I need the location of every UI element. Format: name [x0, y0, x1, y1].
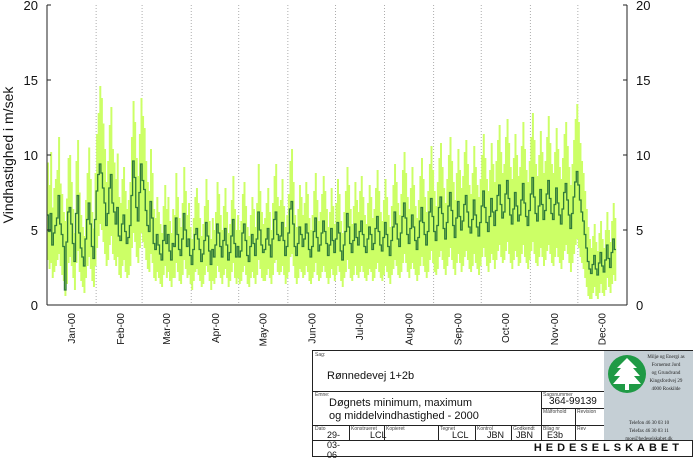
- project-name: Rønnedevej 1+2b: [327, 370, 414, 382]
- y-axis-label: Vindhastighed i m/sek: [0, 86, 16, 224]
- month-tick-label: Apr-00: [211, 313, 222, 343]
- subject-line-1: Døgnets minimum, maximum: [329, 397, 472, 409]
- y-tick-label-left: 15: [24, 73, 38, 88]
- address-line: 4000 Roskilde: [651, 387, 680, 392]
- address-line: Telefax 46 30 03 11: [629, 429, 669, 434]
- month-tick-label: May-00: [259, 313, 270, 347]
- y-tick-label-left: 20: [24, 0, 38, 13]
- emne-cell: Emne: Døgnets minimum, maximum og middel…: [313, 391, 541, 425]
- address-line: og Grundvand: [652, 371, 681, 376]
- wind-speed-chart: Jan-00 Feb-00 Mar-00 Apr-00 May-00 Jun-00 Jul-…: [0, 0, 695, 350]
- month-tick-label: Aug-00: [404, 313, 415, 346]
- revision-label: Revision: [577, 409, 596, 415]
- hedeselskabet-logo-icon: [607, 354, 647, 394]
- address-line: Miljø og Energi as: [647, 355, 684, 360]
- godkendt-value: JBN: [516, 430, 533, 440]
- revision-cell: Revision: [575, 408, 604, 425]
- month-tick-label: Nov-00: [550, 313, 561, 346]
- kontrol-value: JBN: [487, 430, 504, 440]
- address-line: Telefon 46 30 03 10: [629, 421, 669, 426]
- month-tick-label: Mar-00: [162, 313, 173, 345]
- address-line: Fornemst Jord: [652, 363, 681, 368]
- y-tick-label-left: 5: [31, 223, 38, 238]
- drawing-title-block: Sag: Rønnedevej 1+2b Emne: Døgnets minim…: [312, 350, 693, 457]
- sag-label: Sag:: [315, 352, 325, 358]
- konstrueret-cell: Konstrueret LCL: [349, 425, 384, 440]
- maalforhold-label: Målforhold: [543, 409, 566, 415]
- y-tick-label-right: 0: [636, 298, 643, 313]
- rev-cell: Rev: [575, 425, 604, 440]
- sagsnummer-cell: Sagsnummer 364-99139: [541, 391, 604, 408]
- kontrol-cell: Kontrol JBN: [475, 425, 511, 440]
- date-cell: Dato 29-03-06: [313, 425, 349, 440]
- kopieret-cell: Kopieret: [384, 425, 438, 440]
- bilag-cell: Bilag nr E3b: [541, 425, 575, 440]
- month-tick-label: Oct-00: [501, 313, 512, 343]
- maalforhold-cell: Målforhold: [541, 408, 575, 425]
- kopieret-label: Kopieret: [386, 426, 405, 432]
- godkendt-cell: Godkendt JBN: [511, 425, 541, 440]
- month-tick-label: Dec-00: [598, 313, 609, 346]
- sag-cell: Sag: Rønnedevej 1+2b: [313, 351, 604, 391]
- month-tick-label: Jun-00: [308, 313, 319, 344]
- month-tick-label: Jul-00: [355, 313, 366, 341]
- tegnet-cell: Tegnet LCL: [438, 425, 475, 440]
- bilag-value: E3b: [547, 430, 563, 440]
- month-tick-label: Jan-00: [67, 313, 78, 344]
- address-line: Kingsfordvej 29: [650, 379, 683, 384]
- subject-line-2: og middelvindhastighed - 2000: [329, 410, 479, 422]
- y-tick-label-left: 0: [31, 298, 38, 313]
- month-tick-label: Sep-00: [453, 313, 464, 346]
- rev-label: Rev: [577, 426, 586, 432]
- month-tick-label: Feb-00: [116, 313, 127, 345]
- y-tick-label-right: 15: [636, 73, 650, 88]
- tegnet-value: LCL: [452, 430, 469, 440]
- company-name: HEDESELSKABET: [313, 440, 693, 457]
- y-tick-label-right: 20: [636, 0, 650, 13]
- company-logo-panel: Miljø og Energi as Fornemst Jord og Grundv…: [604, 351, 693, 440]
- y-tick-label-right: 10: [636, 148, 650, 163]
- y-tick-label-right: 5: [636, 223, 643, 238]
- y-tick-label-left: 10: [24, 148, 38, 163]
- date-label: Dato: [315, 426, 326, 432]
- case-number: 364-99139: [549, 396, 597, 407]
- emne-label: Emne:: [315, 392, 329, 398]
